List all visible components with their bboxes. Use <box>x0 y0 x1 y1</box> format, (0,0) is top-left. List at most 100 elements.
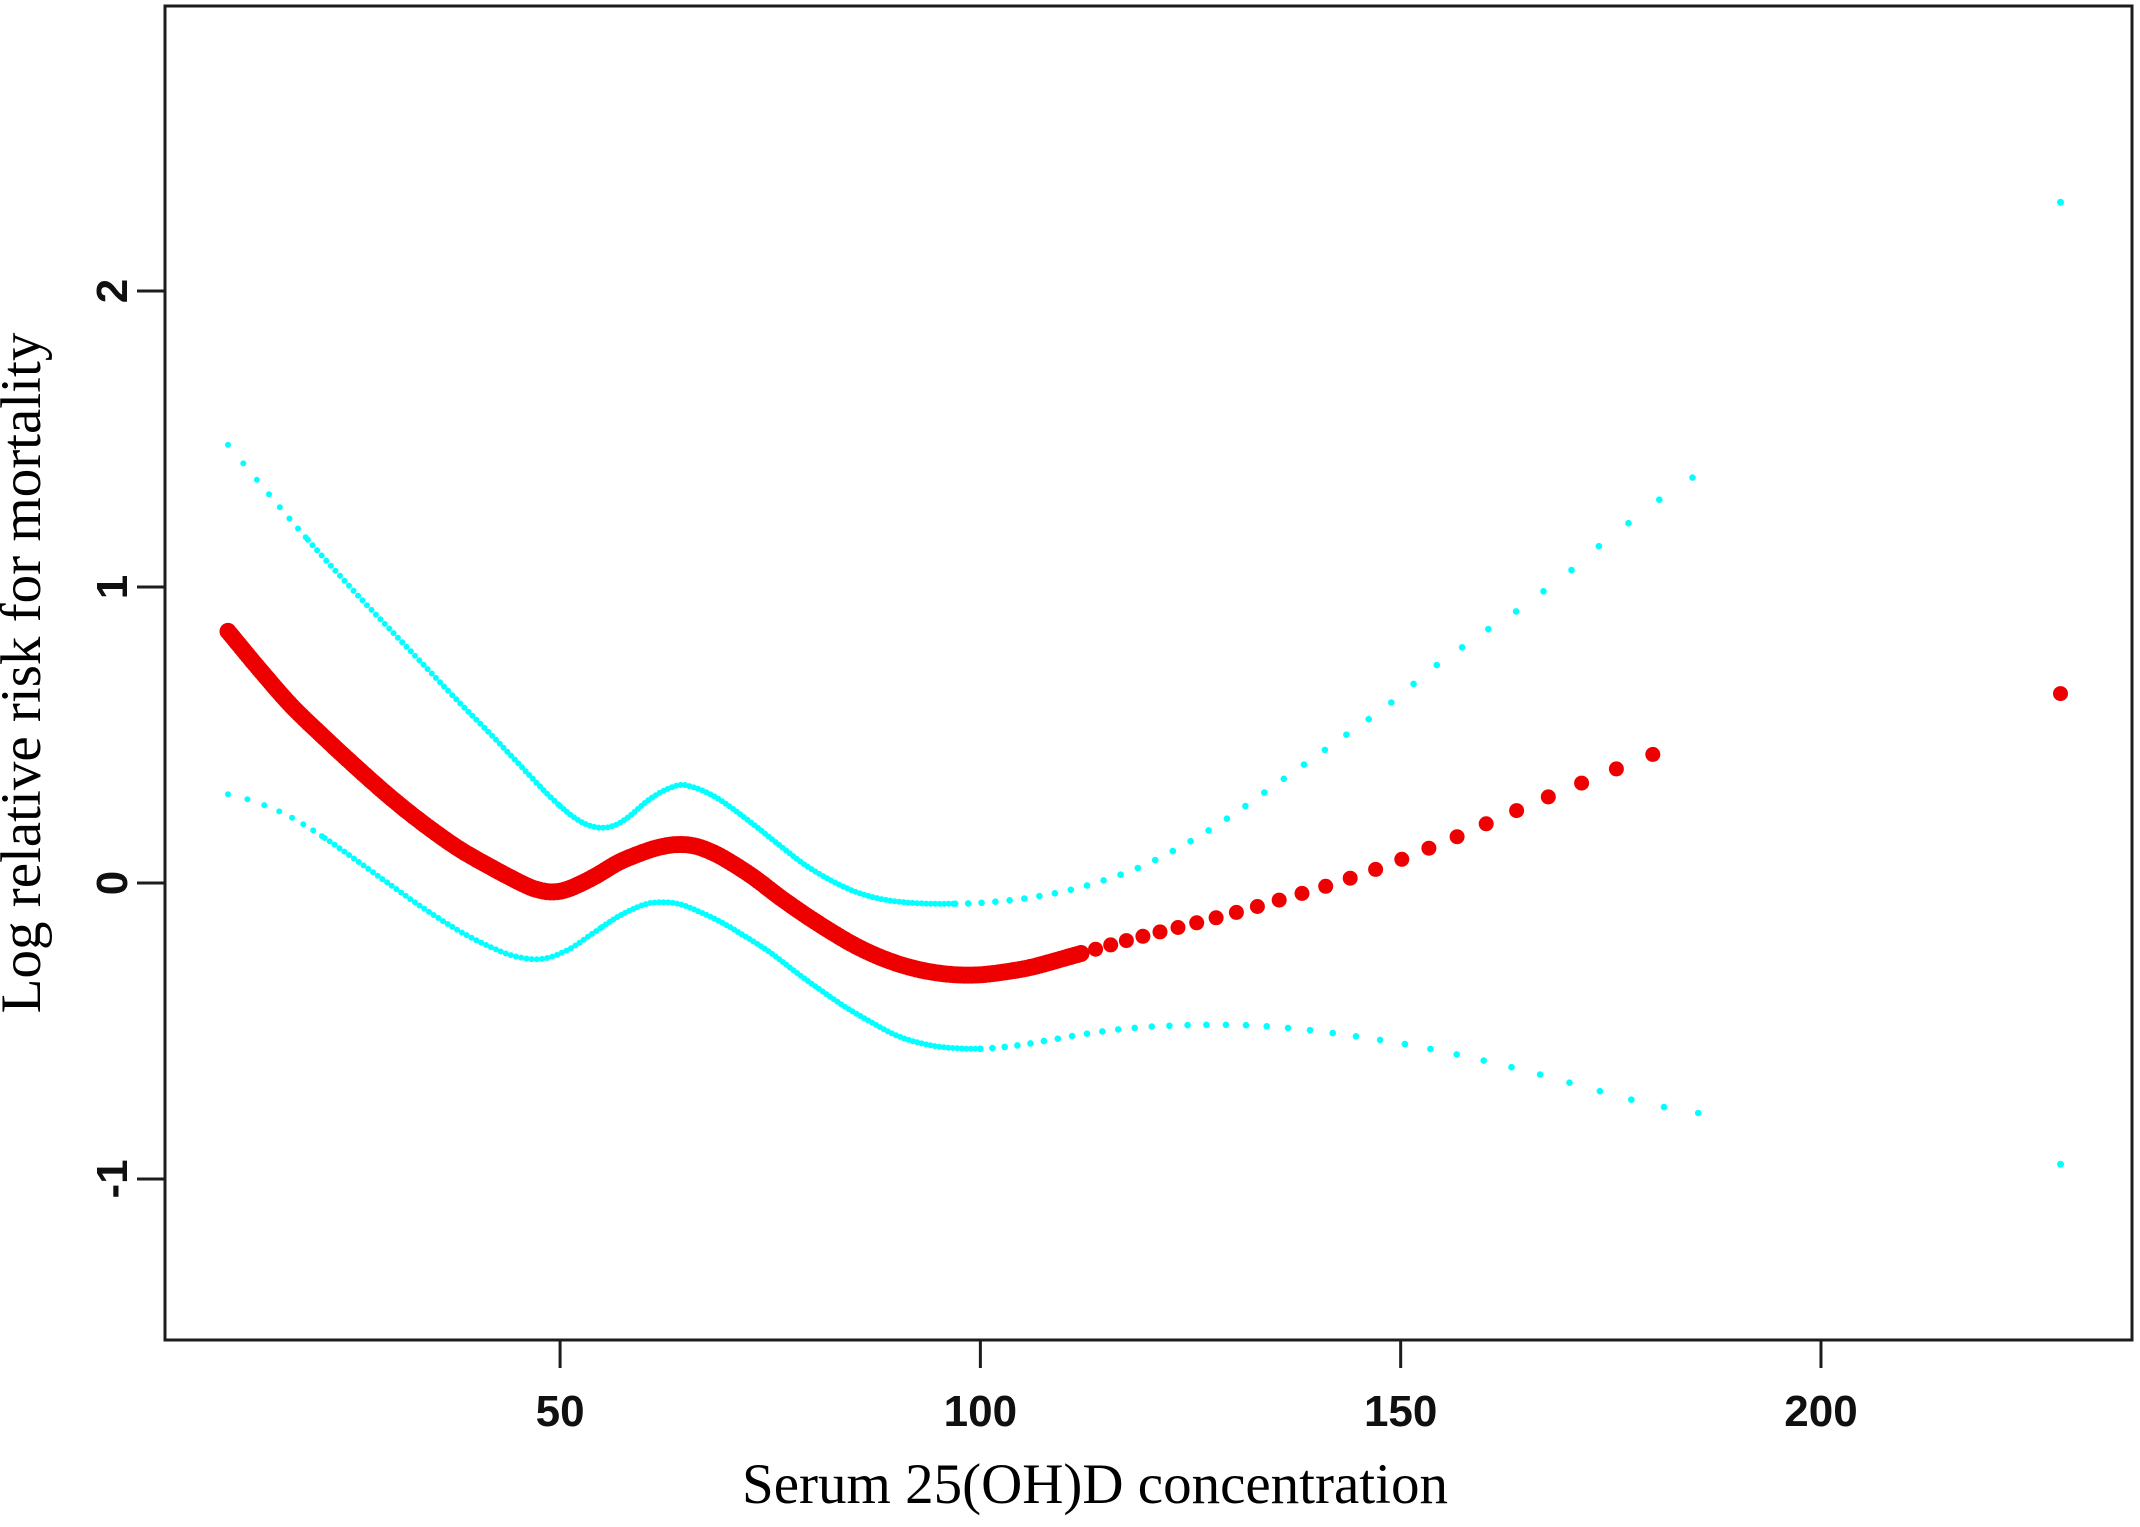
upper-95ci-dot <box>914 900 921 907</box>
upper-95ci-dot <box>381 620 388 627</box>
pooled-estimate-dot <box>1228 904 1244 920</box>
upper-95ci-dot <box>1458 644 1466 651</box>
pooled-estimate-dot <box>1342 870 1358 886</box>
upper-95ci-dot <box>350 587 357 594</box>
upper-95ci-dot <box>591 823 598 830</box>
lower-95ci-dot <box>341 848 348 855</box>
upper-95ci-dot <box>1485 625 1492 633</box>
upper-95ci-dot <box>909 899 916 906</box>
lower-95ci-dot <box>977 1045 984 1053</box>
lower-95ci-dot <box>1184 1021 1191 1029</box>
lower-95ci-dot <box>458 929 465 936</box>
pooled-estimate-dot <box>1368 861 1384 877</box>
upper-95ci-dot <box>951 900 959 907</box>
upper-95ci-dot <box>1388 699 1395 706</box>
lower-95ci-dot <box>430 912 437 918</box>
upper-95ci-dot <box>1656 496 1663 504</box>
lower-95ci-dot <box>336 845 343 852</box>
lower-95ci-dot <box>554 951 561 958</box>
upper-95ci-dot <box>1051 890 1059 897</box>
upper-95ci-dot <box>945 900 952 907</box>
series-root <box>219 198 2068 1168</box>
pooled-estimate-dot <box>1318 878 1334 894</box>
lower-95ci-dot <box>310 827 317 834</box>
upper-95ci-dot <box>1540 588 1547 595</box>
series-upper-95ci <box>225 198 2064 907</box>
pooled-estimate-dot <box>1645 746 1661 762</box>
upper-95ci-dot <box>309 542 316 549</box>
y-tick-label: -1 <box>88 1159 137 1198</box>
upper-95ci-dot <box>1134 864 1142 872</box>
lower-95ci-dot <box>1329 1029 1336 1037</box>
pooled-estimate-dot <box>1170 920 1186 935</box>
pooled-estimate-dot <box>1118 933 1134 949</box>
lower-95ci-dot <box>660 899 667 906</box>
lower-95ci-dot <box>1166 1022 1173 1030</box>
lower-95ci-dot <box>528 956 535 963</box>
lower-95ci-dot <box>563 947 570 954</box>
upper-95ci-dot <box>359 597 366 604</box>
lower-95ci-dot <box>568 945 574 952</box>
lower-95ci-dot <box>1068 1032 1076 1040</box>
lower-95ci-dot <box>1114 1026 1122 1033</box>
upper-95ci-dot <box>677 781 684 788</box>
upper-95ci-dot <box>445 687 452 694</box>
upper-95ci-dot <box>465 708 472 715</box>
upper-95ci-dot <box>600 824 607 831</box>
upper-95ci-dot <box>1083 882 1091 889</box>
lower-95ci-dot <box>289 814 296 821</box>
pooled-estimate-dot <box>1152 924 1168 940</box>
upper-95ci-dot <box>515 760 522 767</box>
upper-95ci-dot <box>1169 847 1177 855</box>
upper-95ci-dot <box>1036 892 1043 900</box>
upper-95ci-dot <box>286 515 293 522</box>
upper-95ci-dot <box>673 782 680 789</box>
lower-95ci-dot <box>1453 1051 1460 1058</box>
upper-95ci-dot <box>526 772 533 778</box>
upper-95ci-dot <box>927 900 934 907</box>
upper-95ci-dot <box>372 611 379 618</box>
upper-95ci-dot <box>1568 566 1575 574</box>
upper-95ci-dot <box>1365 715 1372 723</box>
upper-95ci-dot <box>918 900 925 907</box>
upper-95ci-dot <box>519 764 525 771</box>
pooled-estimate-dot <box>1509 803 1525 819</box>
upper-95ci-dot <box>978 899 985 907</box>
lower-95ci-dot <box>539 955 546 962</box>
lower-95ci-dot <box>533 956 540 963</box>
upper-95ci-dot <box>386 625 393 632</box>
lower-95ci-dot <box>1148 1023 1156 1030</box>
upper-95ci-dot <box>1512 608 1520 615</box>
lower-95ci-dot <box>416 902 423 909</box>
upper-95ci-dot <box>1205 827 1212 834</box>
upper-95ci-dot <box>240 460 247 467</box>
lower-95ci-dot <box>384 879 391 886</box>
upper-95ci-outlier-dot <box>2057 198 2064 206</box>
lower-95ci-dot <box>1694 1109 1702 1117</box>
y-tick-label: 2 <box>88 279 137 303</box>
lower-95ci-dot <box>421 905 428 912</box>
lower-95ci-dot <box>558 949 565 956</box>
upper-95ci-dot <box>304 536 311 543</box>
y-axis-title: Log relative risk for mortality <box>0 332 53 1013</box>
upper-95ci-dot <box>394 634 401 641</box>
upper-95ci-dot <box>941 900 948 907</box>
upper-95ci-dot <box>1689 474 1696 481</box>
upper-95ci-dot <box>295 525 301 532</box>
series-pooled-estimate <box>219 622 2068 984</box>
upper-95ci-dot <box>332 567 339 574</box>
x-tick-label: 200 <box>1784 1387 1857 1436</box>
lower-95ci-dot <box>1352 1033 1360 1040</box>
upper-95ci-dot <box>225 441 231 448</box>
upper-95ci-dot <box>390 630 397 637</box>
upper-95ci-dot <box>882 896 889 903</box>
y-tick-label: 1 <box>88 575 137 599</box>
upper-95ci-dot <box>1280 775 1288 783</box>
pooled-estimate-dot <box>1421 840 1437 856</box>
lower-95ci-dot <box>426 908 432 915</box>
lower-95ci-dot <box>972 1045 979 1052</box>
pooled-estimate-dot <box>1394 851 1410 867</box>
lower-95ci-dot <box>544 955 551 961</box>
upper-95ci-dot <box>364 602 370 609</box>
